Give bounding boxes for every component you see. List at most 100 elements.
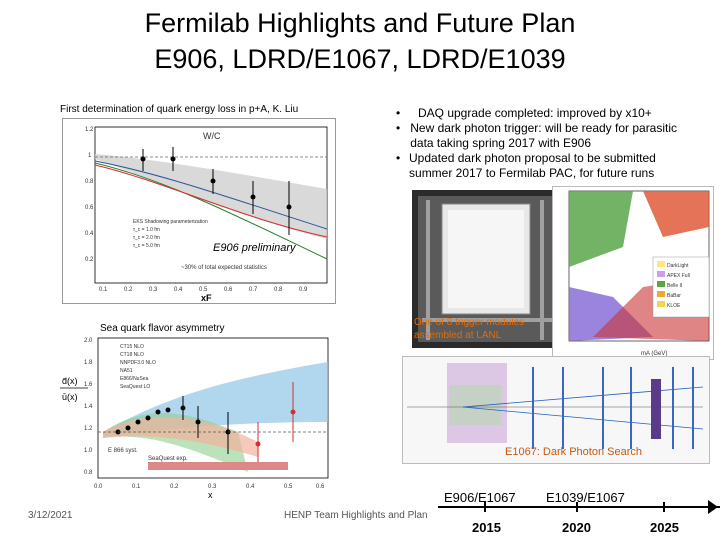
timeline-arrow-icon bbox=[708, 500, 718, 514]
lb-legend-4: E866/NuSea bbox=[120, 376, 149, 382]
e1067-svg bbox=[407, 363, 704, 449]
x-tick: 0.1 bbox=[132, 484, 141, 490]
bullet-item: • DAQ upgrade completed: improved by x10… bbox=[396, 106, 702, 121]
lb-legend-3: NA51 bbox=[120, 368, 133, 374]
seaquest-syst-bar bbox=[148, 462, 288, 470]
e866-syst-note: E 866 syst. bbox=[108, 448, 138, 454]
lb-legend-5: SeaQuest LO bbox=[120, 384, 150, 390]
bullet-item: • Updated dark photon proposal to be sub… bbox=[396, 151, 702, 181]
sea-quark-caption: Sea quark flavor asymmetry bbox=[100, 323, 225, 334]
dp-legend-1: APEX Full bbox=[667, 273, 690, 279]
dp-legend-0: DarkLight bbox=[667, 263, 689, 269]
y-tick: 1.8 bbox=[84, 360, 93, 366]
x-tick: 0.4 bbox=[174, 287, 183, 293]
timeline-label-e906: E906/E1067 bbox=[444, 490, 516, 505]
green-region bbox=[569, 191, 633, 267]
y-tick: 0.2 bbox=[85, 257, 94, 263]
dp-legend-2: Belle II bbox=[667, 283, 682, 289]
y-tick: 1.0 bbox=[84, 448, 93, 454]
e866-band bbox=[103, 416, 258, 457]
x-tick: 0.6 bbox=[224, 287, 233, 293]
trigger-module-photo bbox=[412, 190, 568, 348]
timeline-tick-2025 bbox=[663, 502, 665, 512]
timeline-tick-2015 bbox=[484, 502, 486, 512]
data-points bbox=[140, 147, 292, 235]
lb-legend-0: CT15 NLO bbox=[120, 344, 144, 350]
lb-legend-1: CT18 NLO bbox=[120, 352, 144, 358]
y-tick-labels: 1.2 1 0.8 0.6 0.4 0.2 bbox=[85, 127, 94, 263]
x-tick: 0.3 bbox=[208, 484, 217, 490]
bullet-dot: • bbox=[396, 151, 401, 165]
x-tick: 0.0 bbox=[94, 484, 103, 490]
timeline-year-2025: 2025 bbox=[650, 520, 679, 535]
dp-legend-4: KLOE bbox=[667, 303, 681, 309]
bullet-item: • New dark photon trigger: will be ready… bbox=[396, 121, 702, 151]
sea-quark-plot: CT15 NLO CT18 NLO NNPDF3.0 NLO NA51 E866… bbox=[58, 332, 338, 502]
bullet-dot: • bbox=[396, 121, 401, 135]
sea-quark-svg: CT15 NLO CT18 NLO NNPDF3.0 NLO NA51 E866… bbox=[60, 337, 329, 500]
e1067-detector-diagram bbox=[402, 356, 710, 464]
x-tick: 0.9 bbox=[299, 287, 308, 293]
slide-title-line1: Fermilab Highlights and Future Plan bbox=[144, 8, 576, 38]
x-tick: 0.3 bbox=[149, 287, 158, 293]
legend-2: τ_c = 2.0 fm bbox=[133, 235, 160, 241]
timeline-year-2020: 2020 bbox=[562, 520, 591, 535]
stat-note: ~30% of total expected statistics bbox=[181, 265, 267, 271]
ylabel-num: d̄(x) bbox=[62, 376, 78, 386]
legend-3: τ_c = 5.0 fm bbox=[133, 243, 160, 249]
dp-legend-3: BaBar bbox=[667, 293, 681, 299]
y-tick: 0.6 bbox=[85, 205, 94, 211]
x-tick: 0.7 bbox=[249, 287, 258, 293]
y-tick: 1.6 bbox=[84, 382, 93, 388]
x-tick-labels: 0.1 0.2 0.3 0.4 0.5 0.6 0.7 0.8 0.9 bbox=[99, 287, 308, 293]
footer-date: 3/12/2021 bbox=[28, 510, 73, 521]
tau-2fm-curve bbox=[94, 162, 328, 260]
x-tick: 0.4 bbox=[246, 484, 255, 490]
lb-x-tick-labels: 0.0 0.1 0.2 0.3 0.4 0.5 0.6 bbox=[94, 484, 325, 490]
x-tick: 0.2 bbox=[170, 484, 179, 490]
tau-1fm-curve bbox=[94, 160, 328, 230]
legend-1: τ_c = 1.0 fm bbox=[133, 227, 160, 233]
bullet-list: • DAQ upgrade completed: improved by x10… bbox=[396, 106, 702, 181]
x-tick: 0.5 bbox=[284, 484, 293, 490]
y-tick: 0.4 bbox=[85, 231, 94, 237]
y-tick: 1 bbox=[88, 153, 92, 159]
y-tick: 0.8 bbox=[84, 470, 93, 476]
dp-svg: DarkLight APEX Full Belle II BaBar KLOE … bbox=[568, 190, 710, 357]
x-tick: 0.2 bbox=[124, 287, 133, 293]
bullet-text: Updated dark photon proposal to be submi… bbox=[409, 151, 656, 180]
legend-0: EKS Shadowing parameterization bbox=[133, 219, 208, 225]
xlabel-xf: xF bbox=[201, 293, 212, 303]
tau-5fm-curve bbox=[94, 164, 328, 238]
slide-title-line2: E906, LDRD/E1067, LDRD/E1039 bbox=[154, 44, 566, 74]
dp-xlabel: mA (GeV) bbox=[641, 351, 667, 357]
ylabel-den: ū(x) bbox=[62, 392, 78, 402]
km-mag bbox=[651, 379, 661, 439]
red-region bbox=[643, 191, 709, 237]
y-tick: 1.2 bbox=[84, 426, 93, 432]
e1067-caption: E1067: Dark Photon Search bbox=[505, 446, 642, 458]
footer-center: HENP Team Highlights and Plan bbox=[284, 510, 428, 521]
timeline-tick-2020 bbox=[576, 502, 578, 512]
lb-legend-2: NNPDF3.0 NLO bbox=[120, 360, 156, 366]
trigger-module-caption: One of 8 trigger modules assembled at LA… bbox=[414, 317, 525, 341]
timeline-label-e1039: E1039/E1067 bbox=[546, 490, 625, 505]
quark-energy-loss-svg: W/C EKS Shadowing parameterization τ_c =… bbox=[85, 126, 328, 303]
x-tick: 0.5 bbox=[199, 287, 208, 293]
bullet-text: New dark photon trigger: will be ready f… bbox=[410, 121, 678, 150]
y-tick: 1.2 bbox=[85, 127, 94, 133]
y-tick: 0.8 bbox=[85, 179, 94, 185]
plot-title-wc: W/C bbox=[203, 131, 221, 141]
lb-y-tick-labels: 2.0 1.8 1.6 1.4 1.2 1.0 0.8 bbox=[84, 338, 93, 476]
bullet-text: DAQ upgrade completed: improved by x10+ bbox=[418, 106, 652, 120]
y-tick: 2.0 bbox=[84, 338, 93, 344]
dark-photon-exclusion-plot: DarkLight APEX Full Belle II BaBar KLOE … bbox=[552, 186, 714, 360]
x-tick: 0.6 bbox=[316, 484, 325, 490]
timeline-year-2015: 2015 bbox=[472, 520, 501, 535]
timeline-line bbox=[438, 506, 720, 508]
shadowing-band bbox=[95, 154, 327, 239]
photo-sketch bbox=[418, 196, 562, 342]
y-tick: 1.4 bbox=[84, 404, 93, 410]
quark-energy-loss-caption: First determination of quark energy loss… bbox=[60, 104, 299, 115]
seaquest-exp-note: SeaQuest exp. bbox=[148, 456, 188, 462]
